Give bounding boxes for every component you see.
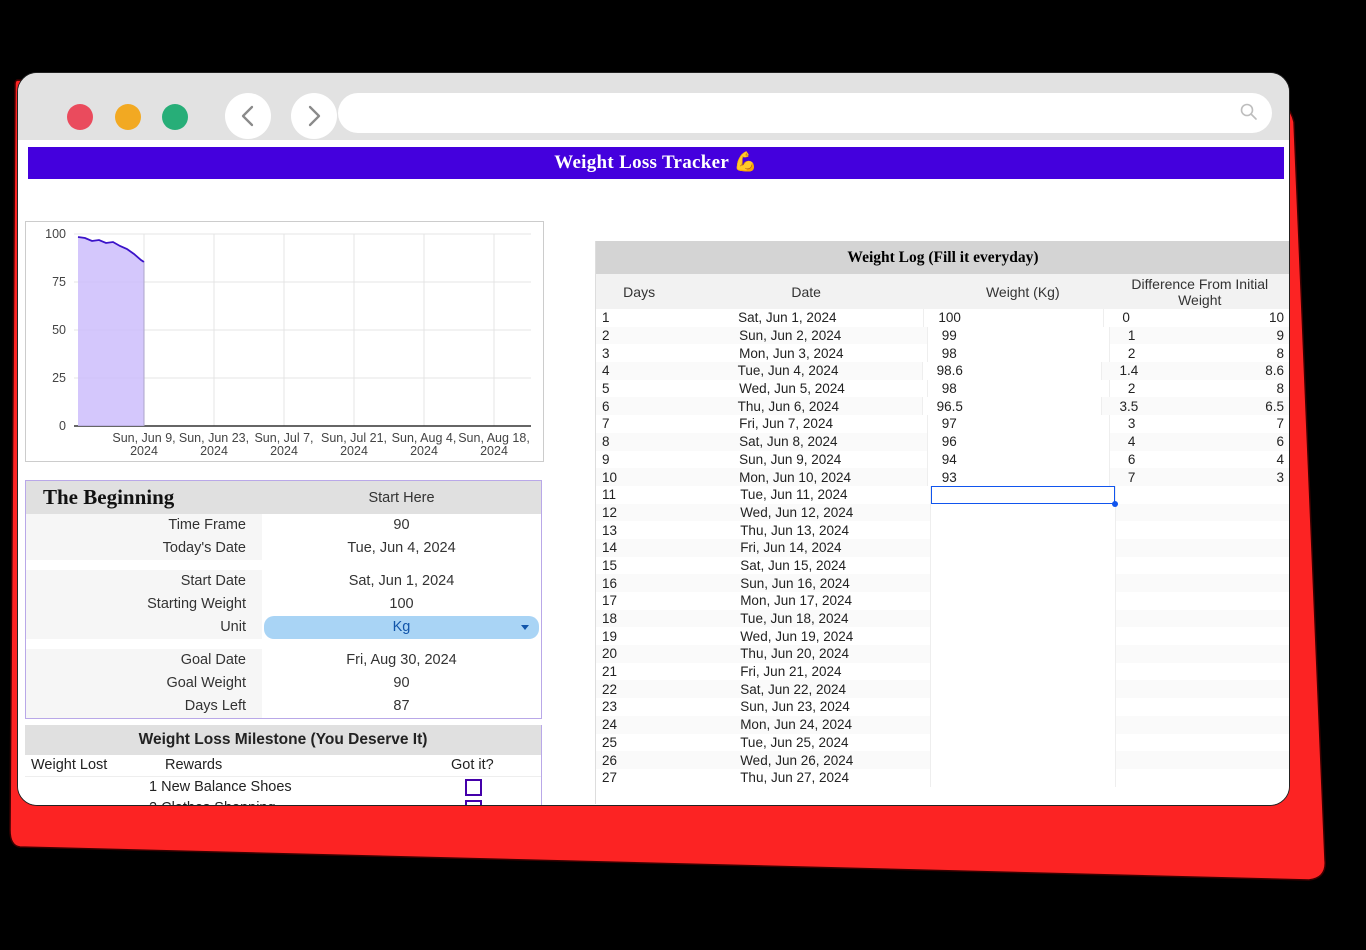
svg-text:75: 75 xyxy=(52,275,66,289)
svg-text:Sun, Jun 23,: Sun, Jun 23, xyxy=(179,431,249,445)
svg-text:100: 100 xyxy=(45,227,66,241)
svg-text:2024: 2024 xyxy=(200,444,228,458)
svg-text:0: 0 xyxy=(59,419,66,433)
svg-text:2024: 2024 xyxy=(480,444,508,458)
svg-text:Sun, Aug 18,: Sun, Aug 18, xyxy=(458,431,530,445)
svg-text:Sun, Jul 7,: Sun, Jul 7, xyxy=(254,431,313,445)
svg-text:2024: 2024 xyxy=(270,444,298,458)
svg-text:Sun, Aug 4,: Sun, Aug 4, xyxy=(392,431,457,445)
svg-text:50: 50 xyxy=(52,323,66,337)
svg-text:25: 25 xyxy=(52,371,66,385)
svg-text:Sun, Jun 9,: Sun, Jun 9, xyxy=(112,431,175,445)
svg-text:2024: 2024 xyxy=(340,444,368,458)
svg-text:Sun, Jul 21,: Sun, Jul 21, xyxy=(321,431,387,445)
svg-text:2024: 2024 xyxy=(410,444,438,458)
svg-text:2024: 2024 xyxy=(130,444,158,458)
